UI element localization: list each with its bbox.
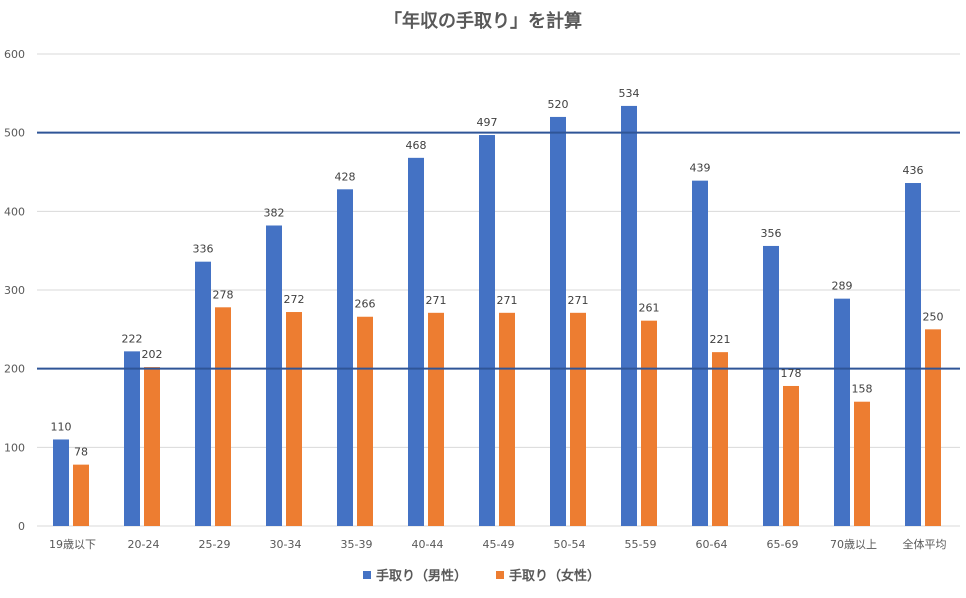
data-label: 271 [497, 294, 518, 307]
x-category-label: 55-59 [625, 538, 657, 551]
bar-male [479, 135, 495, 526]
bar-female [357, 316, 373, 526]
bar-male [763, 245, 779, 527]
data-label: 271 [426, 294, 447, 307]
data-label: 202 [142, 348, 163, 361]
data-label: 428 [335, 170, 356, 183]
y-tick-label: 200 [4, 363, 25, 376]
x-category-label: 40-44 [412, 538, 444, 551]
data-label: 520 [548, 98, 569, 111]
data-label: 534 [619, 87, 640, 100]
x-category-label: 全体平均 [903, 537, 947, 551]
data-label: 271 [568, 294, 589, 307]
data-label: 436 [903, 164, 924, 177]
data-label: 221 [710, 333, 731, 346]
data-label: 468 [406, 139, 427, 152]
bar-female [73, 464, 89, 526]
x-category-label: 50-54 [554, 538, 586, 551]
x-category-label: 60-64 [696, 538, 728, 551]
bars [53, 105, 941, 527]
data-label: 497 [477, 116, 498, 129]
bar-female [712, 352, 728, 526]
bar-male [692, 180, 708, 527]
y-tick-label: 500 [4, 127, 25, 140]
legend-label: 手取り（女性） [509, 568, 600, 584]
x-category-label: 25-29 [199, 538, 231, 551]
data-label: 439 [690, 162, 711, 175]
bar-male [905, 183, 921, 526]
legend-swatch [496, 571, 504, 579]
legend-label: 手取り（男性） [376, 568, 467, 584]
x-category-label: 20-24 [128, 538, 160, 551]
x-category-label: 19歳以下 [49, 538, 96, 551]
y-tick-label: 600 [4, 48, 25, 61]
data-label: 110 [51, 420, 72, 433]
bar-female [499, 312, 515, 526]
data-label: 222 [122, 332, 143, 345]
bar-male [124, 351, 140, 526]
x-category-label: 30-34 [270, 538, 302, 551]
data-label: 158 [852, 383, 873, 396]
bar-male [53, 439, 69, 526]
bar-female [854, 401, 870, 526]
bar-male [621, 105, 637, 527]
bar-female [428, 312, 444, 526]
legend-swatch [363, 571, 371, 579]
bar-female [570, 312, 586, 526]
reference-lines [37, 131, 960, 370]
bar-female [783, 385, 799, 526]
data-label: 336 [193, 243, 214, 256]
bar-male [337, 189, 353, 526]
x-category-label: 65-69 [767, 538, 799, 551]
data-label: 261 [639, 302, 660, 315]
bar-male [550, 116, 566, 526]
chart-title: 「年収の手取り」を計算 [384, 10, 582, 32]
bar-female [215, 307, 231, 526]
data-label: 266 [355, 298, 376, 311]
data-label: 289 [832, 280, 853, 293]
data-label: 78 [74, 446, 88, 459]
bar-female [641, 320, 657, 526]
bar-female [925, 329, 941, 526]
legend: 手取り（男性） 手取り（女性） [363, 568, 600, 584]
bar-male [408, 157, 424, 526]
x-category-label: 70歳以上 [830, 538, 877, 551]
y-axis-ticks: 0 100 200 300 400 500 600 [4, 48, 25, 533]
data-label: 250 [923, 310, 944, 323]
data-label: 278 [213, 288, 234, 301]
bar-male [195, 261, 211, 526]
x-category-label: 45-49 [483, 538, 515, 551]
bar-male [266, 225, 282, 526]
y-tick-label: 100 [4, 441, 25, 454]
y-tick-label: 0 [18, 520, 25, 533]
y-tick-label: 300 [4, 284, 25, 297]
data-label: 356 [761, 227, 782, 240]
data-label: 382 [264, 206, 285, 219]
bar-female [286, 312, 302, 526]
data-label: 272 [284, 293, 305, 306]
y-tick-label: 400 [4, 205, 25, 218]
x-axis-categories: 19歳以下 20-24 25-29 30-34 35-39 40-44 45-49 50-54… [49, 537, 947, 551]
bar-male [834, 298, 850, 526]
gridlines [37, 53, 960, 527]
data-label: 178 [781, 367, 802, 380]
x-category-label: 35-39 [341, 538, 373, 551]
bar-female [144, 367, 160, 526]
